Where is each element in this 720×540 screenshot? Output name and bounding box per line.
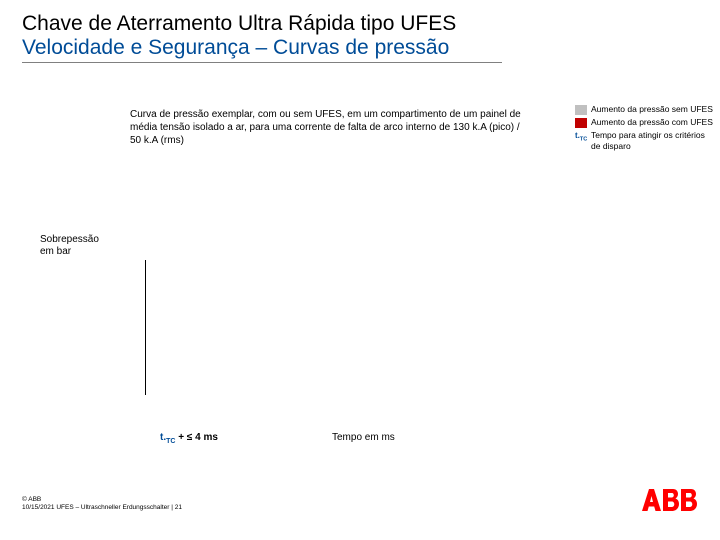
abb-logo: [642, 489, 698, 516]
x-axis-label: Tempo em ms: [332, 432, 395, 443]
title-underline: [22, 62, 502, 63]
y-axis-label-l2: em bar: [40, 246, 99, 258]
slide-page: Chave de Aterramento Ultra Rápida tipo U…: [0, 0, 720, 540]
footer: © ABB 10/15/2021 UFES – Ultraschneller E…: [22, 496, 182, 512]
legend-item-without-ufes: Aumento da pressão sem UFES: [575, 104, 715, 115]
x-axis-annotation: t.TC + ≤ 4 ms: [160, 432, 218, 445]
title-line-2: Velocidade e Segurança – Curvas de press…: [22, 36, 502, 60]
xannot-rest: + ≤ 4 ms: [175, 432, 217, 443]
legend-item-with-ufes: Aumento da pressão com UFES: [575, 117, 715, 128]
legend-text-2: Aumento da pressão com UFES: [591, 117, 715, 128]
y-axis-label-l1: Sobrepessão: [40, 234, 99, 246]
legend-item-ttc: t.TC Tempo para atingir os critérios de …: [575, 130, 715, 151]
y-axis-label: Sobrepessão em bar: [40, 234, 99, 258]
footer-dateline: 10/15/2021 UFES – Ultraschneller Erdungs…: [22, 504, 182, 512]
legend: Aumento da pressão sem UFES Aumento da p…: [575, 104, 715, 153]
abb-logo-svg: [642, 489, 698, 511]
legend-swatch-gray: [575, 105, 587, 115]
title-line-1: Chave de Aterramento Ultra Rápida tipo U…: [22, 12, 502, 36]
y-axis-line: [145, 260, 146, 395]
title-block: Chave de Aterramento Ultra Rápida tipo U…: [22, 12, 502, 63]
legend-key-ttc: t.TC: [575, 131, 589, 143]
footer-copyright: © ABB: [22, 496, 182, 504]
legend-swatch-red: [575, 118, 587, 128]
chart-description: Curva de pressão exemplar, com ou sem UF…: [130, 108, 530, 147]
legend-text-1: Aumento da pressão sem UFES: [591, 104, 715, 115]
legend-text-3: Tempo para atingir os critérios de dispa…: [591, 130, 715, 151]
